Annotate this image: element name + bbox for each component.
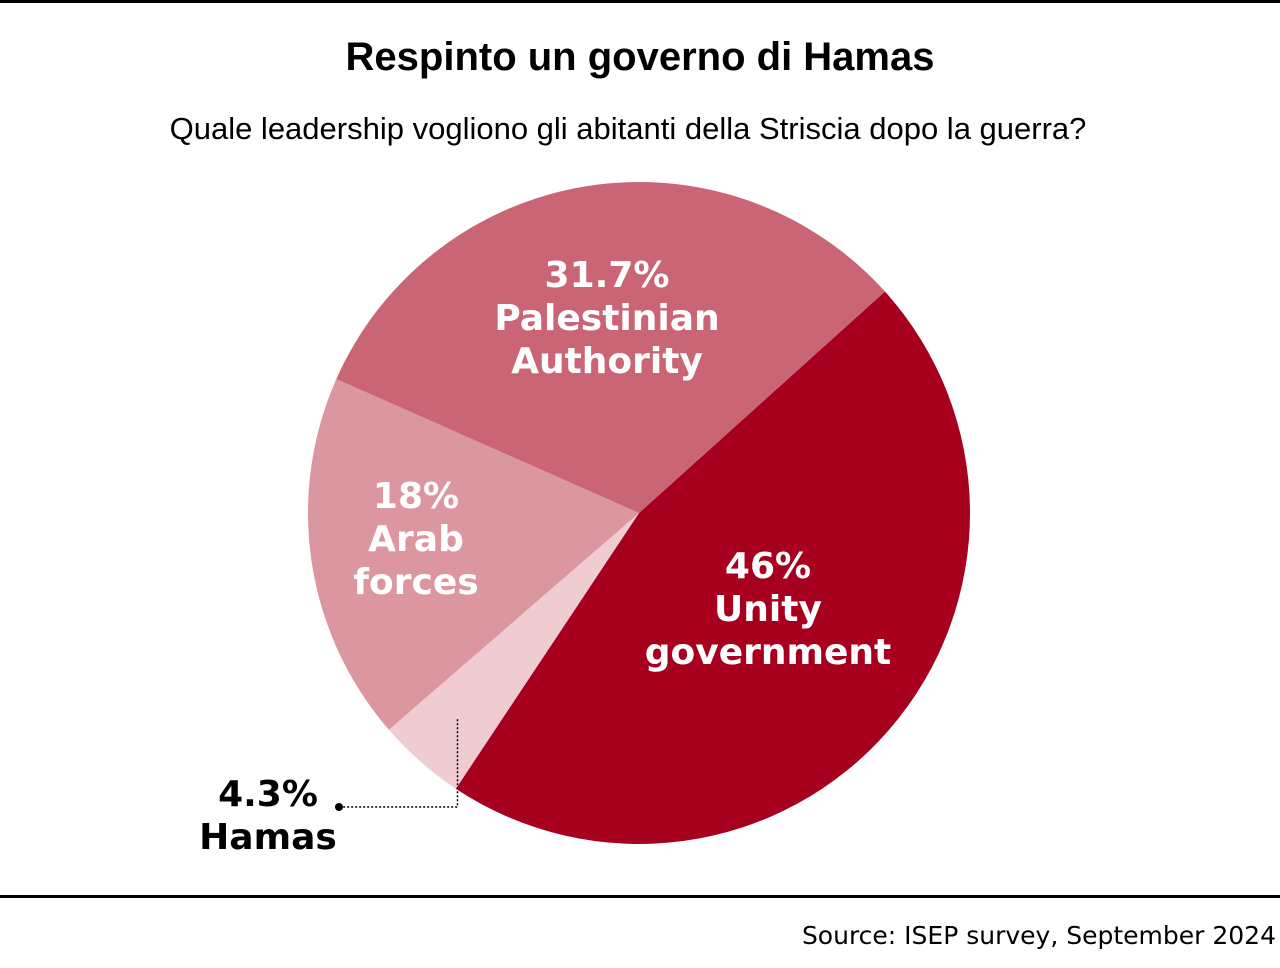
- slice-value-arab-forces: 18%: [373, 476, 459, 517]
- top-rule: [0, 0, 1280, 3]
- slice-name-hamas: Hamas: [199, 817, 337, 858]
- slice-name-palestinian-authority: Palestinian: [494, 298, 719, 339]
- chart-subtitle: Quale leadership vogliono gli abitanti d…: [169, 111, 1087, 146]
- callout-leader-hamas: [339, 719, 459, 808]
- pie-slice-palestinian-authority: [336, 182, 885, 513]
- pie-labels: 46% Unity government 4.3% Hamas 18% Arab forces…: [199, 255, 891, 858]
- slice-name-arab-forces: Arab: [368, 519, 464, 560]
- slice-value-hamas: 4.3%: [218, 774, 318, 815]
- slice-name-palestinian-authority: Authority: [511, 341, 703, 382]
- chart-title: Respinto un governo di Hamas: [345, 35, 935, 79]
- pie-slice-arab-forces: [308, 379, 639, 730]
- slice-label-palestinian-authority: 31.7% Palestinian Authority: [494, 255, 719, 382]
- pie-slice-hamas: [388, 513, 639, 789]
- bottom-rule: [0, 895, 1280, 898]
- slice-name-arab-forces: forces: [353, 562, 478, 603]
- callout-dot-hamas: [335, 803, 343, 811]
- slice-name-unity-government: government: [645, 632, 892, 673]
- slice-label-arab-forces: 18% Arab forces: [353, 476, 478, 603]
- pie-slices: [308, 182, 970, 844]
- slice-label-hamas: 4.3% Hamas: [199, 774, 337, 858]
- pie-slice-unity-government: [455, 291, 970, 844]
- slice-value-unity-government: 46%: [725, 546, 811, 587]
- slice-name-unity-government: Unity: [714, 589, 822, 630]
- slice-value-palestinian-authority: 31.7%: [545, 255, 670, 296]
- slice-label-unity-government: 46% Unity government: [645, 546, 892, 673]
- source-note: Source: ISEP survey, September 2024: [801, 921, 1276, 950]
